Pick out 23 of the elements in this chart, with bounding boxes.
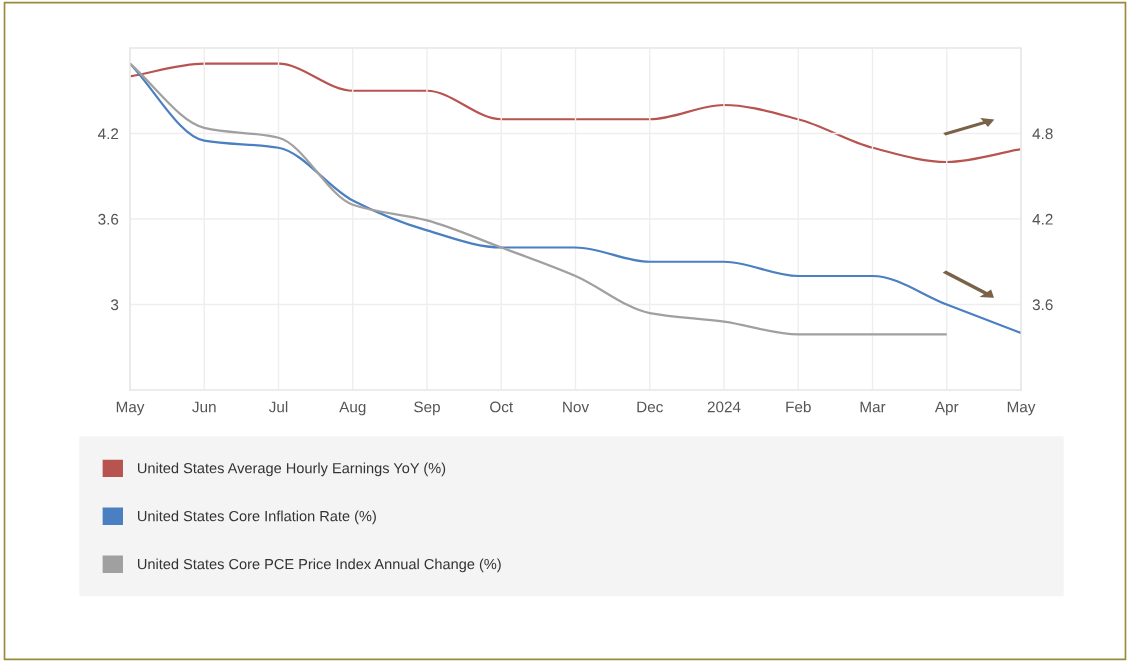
y-tick-label: 4.2 [98,128,119,140]
line-series [130,62,1021,164]
x-tick-label: Sep [414,401,440,416]
legend-label: United States Average Hourly Earnings YoY (%) [138,462,446,477]
y2-tick-label: 4.2 [1032,213,1053,225]
legend-label: United States Core Inflation Rate (%) [138,510,376,525]
x-tick-label: Feb [786,401,811,413]
y-tick-label: 3 [110,299,119,311]
x-tick-label: 2024 [707,401,741,413]
x-tick-label: Mar [860,401,886,413]
x-tick-label: May [116,401,145,416]
y2-tick-label: 4.8 [1032,128,1053,140]
x-tick-label: Dec [637,401,663,413]
x-tick-label: Jul [268,401,288,413]
x-tick-label: Apr [934,401,959,416]
y2-tick-label: 3.6 [1032,299,1053,311]
x-tick-label: May [1007,401,1036,416]
x-tick-label: Oct [490,401,514,413]
x-tick-label: Aug [339,401,366,416]
x-tick-label: Nov [563,401,590,413]
legend-label: United States Core PCE Price Index Annual Change (%) [138,558,501,573]
x-tick-label: Jun [192,401,216,413]
y-tick-label: 3.6 [98,213,119,225]
